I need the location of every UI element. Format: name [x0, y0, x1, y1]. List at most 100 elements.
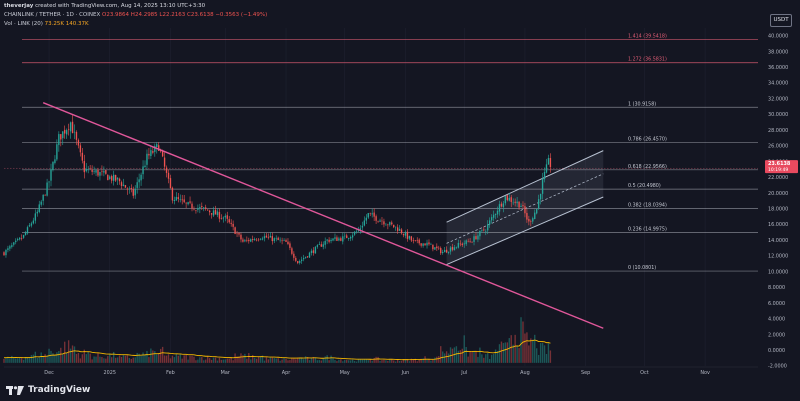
volume-bar: [244, 353, 246, 363]
volume-bar: [481, 354, 483, 363]
volume-bar: [263, 360, 266, 363]
volume-bar: [203, 360, 205, 363]
candle-body: [420, 243, 422, 246]
candle-body: [257, 239, 260, 241]
volume-bar: [238, 356, 240, 363]
time-tick-label: Oct: [640, 370, 649, 376]
candle-body: [326, 239, 328, 241]
candle-body: [381, 220, 383, 222]
candle-body: [451, 247, 454, 250]
candle-body: [508, 197, 510, 201]
volume-legend[interactable]: Vol · LINK (20) 73.25K 140.37K: [4, 21, 89, 27]
volume-bar: [471, 351, 473, 363]
candle-body: [483, 229, 485, 231]
volume-bar: [171, 355, 174, 363]
volume-bar: [510, 335, 512, 363]
candle-body: [334, 237, 336, 239]
candle-body: [177, 197, 179, 199]
volume-bar: [440, 346, 442, 363]
candle-body: [349, 236, 352, 239]
volume-bar: [334, 360, 336, 363]
candle-body: [197, 208, 199, 210]
volume-bar: [467, 356, 469, 363]
candle-body: [263, 236, 266, 239]
fib-level-label: 0 (10.0801): [628, 265, 656, 271]
candle-body: [46, 182, 48, 196]
volume-bar: [318, 360, 320, 363]
candle-body: [228, 219, 230, 223]
candle-body: [489, 220, 491, 225]
last-price-label: 23.6138: [768, 161, 791, 167]
candle-body: [271, 236, 273, 242]
candle-body: [442, 251, 444, 254]
volume-bar: [306, 356, 309, 363]
price-tick-label: 4.0000: [768, 317, 785, 323]
candle-body: [95, 170, 97, 173]
volume-bar: [420, 358, 422, 363]
candle-body: [522, 205, 524, 207]
volume-bar: [418, 360, 420, 363]
volume-bar: [461, 348, 463, 363]
volume-bar: [130, 358, 132, 363]
tradingview-brand[interactable]: TradingView: [6, 383, 90, 397]
volume-bar: [22, 359, 25, 363]
candle-body: [144, 165, 146, 168]
candle-body: [490, 217, 493, 221]
volume-bar: [287, 360, 289, 363]
tradingview-logo-icon: [6, 385, 24, 395]
candle-body: [400, 229, 403, 234]
volume-bar: [528, 345, 530, 363]
volume-bar: [359, 359, 362, 363]
candle-body: [536, 209, 538, 214]
volume-bar: [7, 356, 9, 363]
volume-bar: [387, 360, 389, 363]
volume-bar: [502, 343, 505, 363]
volume-bar: [342, 361, 344, 363]
volume-bar: [18, 357, 21, 363]
candle-body: [302, 258, 305, 260]
volume-bar: [58, 350, 60, 363]
volume-bar: [375, 356, 377, 363]
candle-body: [385, 224, 387, 226]
candle-body: [485, 230, 487, 232]
volume-label: Vol · LINK (20): [4, 21, 43, 27]
volume-bar: [536, 348, 538, 363]
candle-body: [324, 241, 326, 245]
currency-button[interactable]: USDT: [770, 14, 792, 27]
candle-body: [11, 245, 13, 247]
volume-bars: [3, 317, 552, 363]
candle-body: [226, 215, 228, 219]
candle-body: [255, 239, 258, 241]
time-tick-label: Mar: [221, 370, 231, 376]
time-tick-label: Apr: [282, 370, 291, 376]
candle-body: [189, 201, 191, 203]
candle-body: [187, 202, 189, 205]
volume-bar: [240, 353, 242, 363]
candle-body: [281, 240, 283, 242]
candle-body: [447, 251, 450, 253]
candle-body: [404, 232, 407, 236]
price-axis-bg: [760, 28, 800, 370]
candle-body: [402, 234, 405, 236]
volume-bar: [436, 356, 438, 363]
volume-bar: [62, 353, 64, 363]
candle-body: [322, 244, 324, 247]
candle-body: [118, 178, 121, 182]
price-tick-label: 8.0000: [768, 285, 785, 291]
volume-bar: [299, 357, 301, 363]
candle-body: [498, 204, 501, 212]
time-tick-label: Nov: [700, 370, 710, 376]
volume-bar: [64, 341, 66, 363]
volume-bar: [210, 359, 213, 363]
candle-body: [502, 203, 505, 208]
volume-bar: [103, 358, 105, 363]
volume-bar: [457, 350, 460, 363]
volume-bar: [459, 350, 462, 363]
price-tick-label: 18.0000: [768, 206, 788, 212]
candle-body: [379, 220, 381, 222]
volume-bar: [361, 359, 364, 363]
volume-ma-line: [3, 339, 551, 361]
symbol-legend[interactable]: CHAINLINK / TETHER · 1D · COINEX O23.986…: [4, 12, 267, 18]
candle-body: [109, 176, 111, 180]
